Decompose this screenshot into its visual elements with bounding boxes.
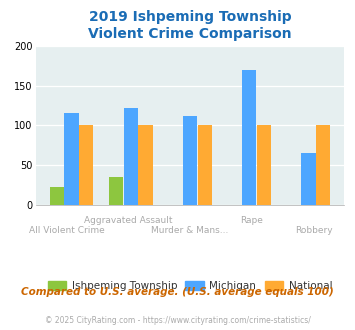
Text: Compared to U.S. average. (U.S. average equals 100): Compared to U.S. average. (U.S. average …: [21, 287, 334, 297]
Text: © 2025 CityRating.com - https://www.cityrating.com/crime-statistics/: © 2025 CityRating.com - https://www.city…: [45, 316, 310, 325]
Bar: [242, 70, 256, 205]
Bar: [64, 113, 78, 205]
Bar: [301, 153, 316, 205]
Bar: [316, 125, 330, 205]
Text: Aggravated Assault: Aggravated Assault: [84, 216, 173, 225]
Bar: [109, 177, 123, 205]
Bar: [257, 125, 271, 205]
Bar: [183, 116, 197, 205]
Legend: Ishpeming Township, Michigan, National: Ishpeming Township, Michigan, National: [43, 276, 337, 295]
Bar: [198, 125, 212, 205]
Title: 2019 Ishpeming Township
Violent Crime Comparison: 2019 Ishpeming Township Violent Crime Co…: [88, 10, 292, 41]
Text: Robbery: Robbery: [295, 226, 332, 235]
Text: Murder & Mans...: Murder & Mans...: [151, 226, 229, 235]
Text: All Violent Crime: All Violent Crime: [28, 226, 104, 235]
Bar: [138, 125, 153, 205]
Text: Rape: Rape: [240, 216, 263, 225]
Bar: [124, 108, 138, 205]
Bar: [79, 125, 93, 205]
Bar: [50, 187, 64, 205]
